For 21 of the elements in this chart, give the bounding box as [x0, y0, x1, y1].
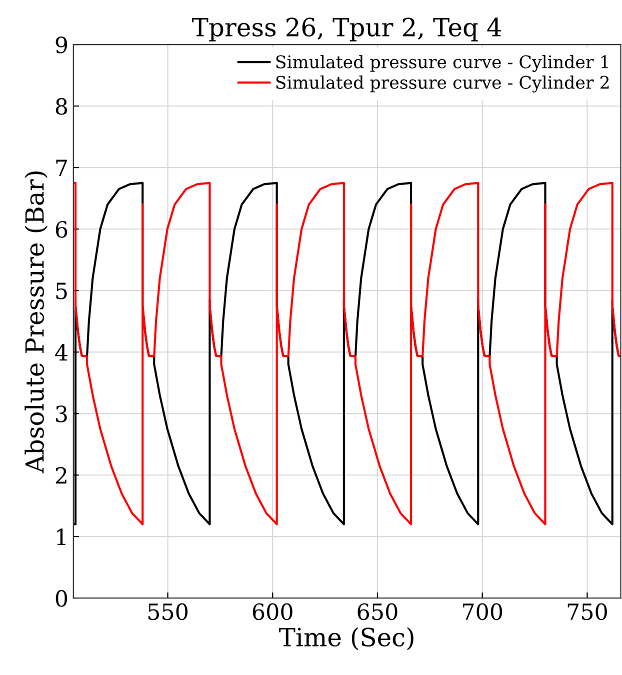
- y-tick-label: 0: [56, 590, 68, 607]
- y-tick-label: 2: [56, 467, 66, 484]
- x-tick-label: 550: [148, 603, 188, 620]
- line-series: [73, 182, 621, 526]
- x-tick-label: 750: [568, 603, 607, 620]
- x-tick-label: 600: [252, 603, 292, 620]
- x-tick-label: 650: [358, 603, 398, 620]
- legend-label: Simulated pressure curve - Cylinder 2: [276, 75, 609, 93]
- x-tick-label: 700: [463, 603, 502, 620]
- y-tick-label: 1: [57, 528, 66, 545]
- y-tick-label: 4: [55, 344, 68, 360]
- legend-label: Simulated pressure curve - Cylinder 1: [276, 54, 608, 72]
- y-axis-title: Absolute Pressure (Bar): [24, 171, 48, 474]
- chart-title: Tpress 26, Tpur 2, Teq 4: [192, 18, 502, 42]
- x-axis-title: Time (Sec): [279, 627, 414, 650]
- y-tick-label: 6: [56, 221, 68, 238]
- y-tick-label: 5: [56, 282, 67, 300]
- y-tick-label: 9: [56, 36, 68, 54]
- y-tick-label: 8: [56, 98, 68, 115]
- y-tick-label: 3: [56, 406, 67, 422]
- y-tick-label: 7: [56, 160, 67, 176]
